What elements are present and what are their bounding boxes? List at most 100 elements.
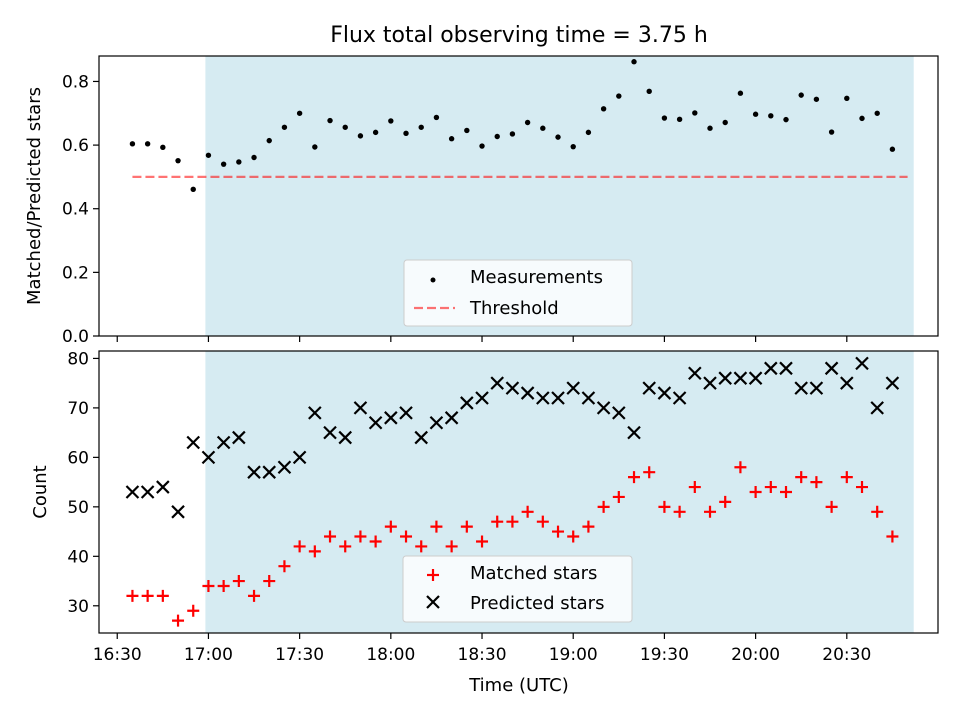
- predicted-star-point: [444, 411, 459, 425]
- predicted-star-point: [247, 465, 261, 479]
- measurement-point: [874, 110, 880, 116]
- measurement-point: [737, 90, 744, 96]
- measurement-points: [129, 59, 896, 193]
- x-axis-ticks-bottom: 16:30 17:00 17:30 18:00 18:30 19:00 19:30 20:00…: [93, 633, 871, 665]
- measurement-point: [494, 133, 500, 140]
- measurement-point: [266, 137, 272, 144]
- matched-star-point: [719, 495, 732, 508]
- measurement-point: [433, 114, 440, 121]
- matched-star-point: [369, 535, 382, 548]
- predicted-star-point: [520, 386, 535, 400]
- matched-star-point: [552, 525, 565, 538]
- y-tick-label: 0.4: [62, 200, 89, 220]
- predicted-star-point: [308, 406, 322, 420]
- matched-star-point: [749, 486, 762, 498]
- predicted-star-point: [505, 381, 520, 395]
- matched-star-point: [643, 466, 656, 479]
- predicted-star-point: [384, 411, 398, 425]
- legend-label-threshold: Threshold: [469, 298, 559, 319]
- predicted-star-point: [627, 425, 641, 440]
- predicted-star-point: [566, 381, 580, 395]
- y-axis-label-bottom: Count: [30, 465, 51, 518]
- matched-star-point: [597, 500, 610, 513]
- matched-star-point: [612, 490, 625, 503]
- legend-top: Measurements Threshold: [403, 259, 633, 327]
- measurement-point: [585, 129, 592, 136]
- predicted-star-point: [733, 371, 748, 385]
- y-tick-label: 80: [67, 349, 89, 369]
- predicted-star-point: [338, 430, 353, 445]
- measurement-point: [646, 88, 652, 95]
- measurement-point: [205, 152, 212, 158]
- predicted-star-point: [277, 460, 292, 475]
- predicted-star-point: [140, 485, 155, 499]
- predicted-star-point: [840, 376, 854, 390]
- measurement-point: [479, 143, 485, 149]
- predicted-star-point: [429, 415, 444, 430]
- legend-label-measurements: Measurements: [470, 267, 603, 288]
- predicted-star-point: [885, 376, 900, 390]
- predicted-star-point: [824, 361, 839, 376]
- predicted-star-point: [551, 391, 565, 405]
- matched-star-point: [460, 520, 473, 533]
- matched-star-point: [628, 471, 641, 484]
- predicted-star-point: [171, 505, 185, 519]
- y-tick-label: 0.2: [62, 263, 89, 283]
- matched-star-point: [886, 530, 899, 543]
- predicted-star-point: [323, 425, 337, 440]
- matched-star-point: [764, 481, 777, 494]
- measurement-point: [752, 111, 759, 117]
- predicted-star-point: [399, 406, 413, 420]
- x-tick-label: 17:30: [275, 645, 324, 665]
- matched-star-point: [308, 545, 321, 558]
- matched-star-point: [567, 530, 580, 543]
- measurement-point: [144, 141, 151, 147]
- measurement-point: [616, 93, 622, 99]
- measurement-point: [220, 161, 227, 167]
- predicted-star-point: [216, 435, 231, 450]
- predicted-star-point: [186, 435, 201, 450]
- predicted-star-point: [764, 361, 778, 376]
- measurement-point: [783, 116, 789, 123]
- matched-star-point: [871, 505, 884, 518]
- predicted-star-point: [353, 401, 368, 415]
- y-tick-label: 0.6: [62, 136, 89, 156]
- matched-star-point: [688, 481, 701, 494]
- ratio-panel: 0.00.20.40.60.8 Matched/Predicted stars …: [24, 55, 939, 347]
- y-tick-label: 50: [67, 498, 89, 518]
- measurement-point: [722, 119, 728, 126]
- predicted-star-point: [490, 376, 504, 390]
- legend-bottom: Matched stars Predicted stars: [402, 555, 633, 623]
- matched-star-point: [795, 471, 808, 484]
- y-tick-label: 0.8: [62, 72, 89, 92]
- x-tick-label: 19:00: [549, 645, 598, 665]
- measurement-point: [418, 124, 424, 130]
- matched-star-point: [780, 486, 793, 498]
- matched-star-point: [521, 505, 534, 518]
- measurement-point: [844, 95, 850, 102]
- predicted-star-point: [596, 401, 611, 415]
- matched-star-point: [172, 614, 185, 627]
- axes-frame-bottom: [98, 350, 939, 634]
- predicted-star-point: [855, 356, 869, 371]
- chart-title: Flux total observing time = 3.75 h: [330, 23, 708, 48]
- measurement-point: [403, 130, 409, 137]
- predicted-star-points: [125, 356, 900, 519]
- matched-star-point: [248, 589, 261, 602]
- x-tick-label: 17:00: [184, 645, 233, 665]
- matched-star-point: [810, 476, 823, 489]
- y-axis-label-top: Matched/Predicted stars: [24, 87, 45, 305]
- measurement-point: [676, 116, 683, 123]
- measurement-point: [889, 146, 896, 152]
- measurement-point: [342, 124, 348, 130]
- matched-star-point: [536, 515, 549, 528]
- y-tick-label: 60: [67, 448, 89, 468]
- matched-star-point: [491, 515, 504, 528]
- predicted-star-point: [672, 391, 687, 405]
- measurement-point: [129, 141, 136, 147]
- matched-star-point: [141, 589, 154, 602]
- measurement-point: [600, 106, 607, 112]
- measurement-point: [555, 134, 561, 140]
- measurement-point: [631, 59, 637, 65]
